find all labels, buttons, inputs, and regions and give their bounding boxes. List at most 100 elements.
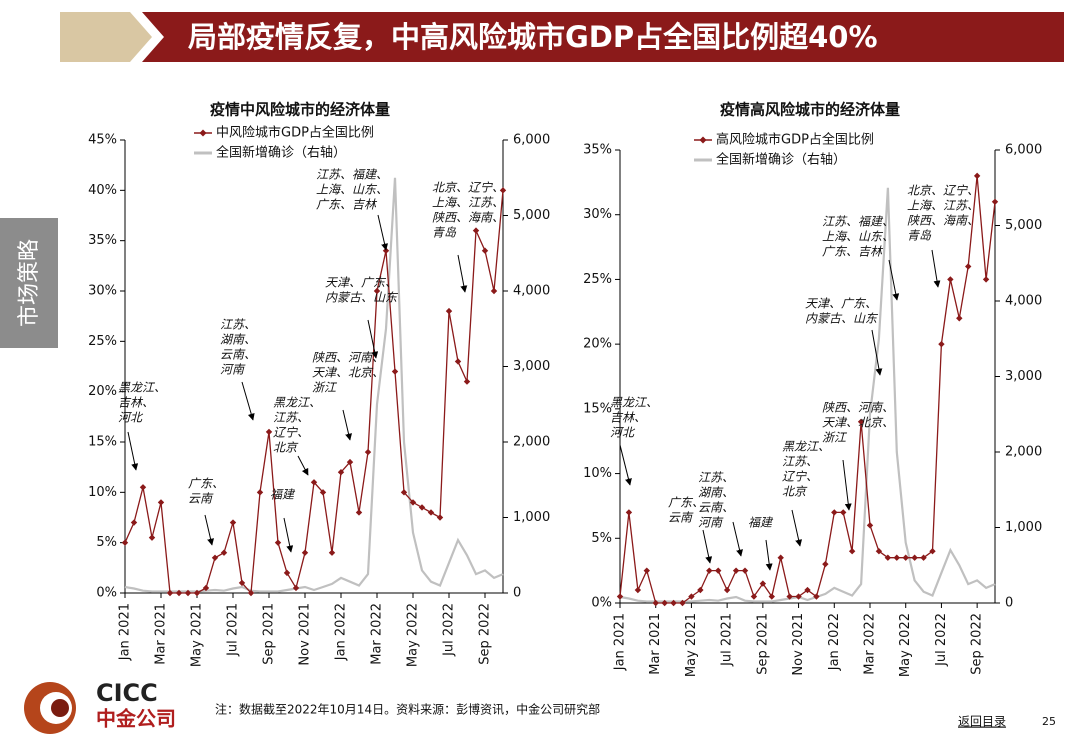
data-point — [688, 593, 695, 600]
data-point — [661, 599, 668, 607]
annotation-text: 陕西、海南、 — [907, 214, 979, 228]
data-point — [813, 593, 820, 600]
data-point — [741, 567, 749, 574]
back-link[interactable]: 返回目录 — [958, 715, 1006, 729]
y2-tick-label: 3,000 — [1005, 369, 1042, 384]
annotation-text: 广东、吉林 — [316, 198, 378, 212]
x-tick-label: Jan 2021 — [613, 613, 628, 671]
x-tick-label: Jul 2022 — [934, 613, 949, 667]
data-point — [893, 554, 900, 561]
data-point — [973, 172, 981, 180]
data-point — [256, 489, 264, 496]
y-tick-label: 0% — [96, 586, 117, 601]
y-tick-label: 10% — [583, 466, 612, 481]
data-point — [947, 276, 954, 283]
annotation-text: 陕西、河南、 — [312, 351, 384, 365]
data-point — [715, 567, 722, 574]
data-point — [175, 589, 183, 597]
annotation-text: 北京、辽宁、 — [432, 181, 504, 195]
data-point — [759, 580, 767, 587]
annotation-text: 北京 — [273, 441, 299, 455]
annotation-text: 黑龙江、 — [610, 396, 658, 410]
data-point — [857, 418, 865, 425]
data-point — [499, 187, 507, 194]
data-point — [481, 247, 489, 254]
x-tick-label: Mar 2022 — [370, 603, 385, 665]
annotation-arrow — [241, 381, 255, 421]
data-point — [139, 484, 147, 491]
data-point — [166, 589, 174, 597]
data-point — [364, 448, 372, 456]
data-point — [418, 504, 426, 511]
annotation-text: 陕西、河南、 — [822, 401, 894, 415]
data-point — [723, 586, 731, 594]
y2-tick-label: 0 — [1005, 596, 1013, 611]
annotation-text: 黑龙江、 — [782, 440, 830, 454]
data-point — [202, 584, 210, 592]
chart-title: 疫情中风险城市的经济体量 — [210, 101, 390, 119]
y-tick-label: 25% — [583, 272, 612, 287]
data-point — [634, 586, 642, 594]
data-point — [229, 519, 237, 526]
x-tick-label: May 2021 — [190, 603, 205, 667]
y-tick-label: 35% — [583, 143, 612, 158]
x-tick-label: Mar 2021 — [154, 603, 169, 665]
data-point — [436, 514, 444, 521]
data-point — [920, 554, 927, 561]
legend-label: 中风险城市GDP占全国比例 — [216, 125, 374, 141]
data-point — [750, 593, 758, 600]
annotation-text: 浙江 — [312, 381, 338, 395]
data-point — [355, 509, 363, 516]
annotation-text: 江苏、福建、 — [822, 215, 894, 229]
legend-label: 全国新增确诊（右轴） — [716, 152, 846, 168]
legend-marker — [699, 136, 707, 144]
annotation-arrow — [732, 521, 743, 557]
data-point — [211, 554, 219, 561]
y2-tick-label: 5,000 — [513, 208, 550, 223]
data-point — [400, 489, 408, 496]
data-point — [409, 499, 417, 506]
data-point — [795, 593, 802, 600]
x-tick-label: Jan 2022 — [827, 613, 842, 671]
data-point — [247, 589, 255, 597]
annotation-text: 黑龙江、 — [273, 396, 321, 410]
data-point — [625, 509, 633, 516]
annotation-text: 河北 — [610, 426, 636, 440]
y-tick-label: 30% — [583, 207, 612, 222]
x-tick-label: Jan 2022 — [334, 603, 349, 661]
data-point — [732, 567, 740, 574]
x-tick-label: Jan 2021 — [118, 603, 133, 661]
y2-tick-label: 4,000 — [513, 284, 550, 299]
logo-zh: 中金公司 — [96, 707, 176, 731]
y2-tick-label: 2,000 — [513, 435, 550, 450]
y2-tick-label: 6,000 — [513, 133, 550, 148]
slide-title: 局部疫情反复，中高风险城市GDP占全国比例超40% — [188, 20, 878, 54]
annotation-text: 天津、北京、 — [822, 416, 894, 430]
y2-tick-label: 0 — [513, 586, 521, 601]
data-point — [238, 579, 246, 587]
legend-label: 全国新增确诊（右轴） — [216, 145, 346, 161]
data-point — [310, 479, 318, 486]
data-point — [706, 567, 713, 574]
data-point — [911, 554, 918, 561]
annotation-text: 江苏、 — [273, 411, 309, 425]
y2-tick-label: 2,000 — [1005, 445, 1042, 460]
annotation-text: 湖南、 — [698, 486, 734, 500]
y2-tick-label: 1,000 — [513, 510, 550, 525]
x-tick-label: Nov 2021 — [791, 613, 806, 676]
annotation-text: 云南、 — [220, 348, 256, 362]
x-tick-label: Jul 2021 — [720, 613, 735, 667]
x-tick-label: Sep 2022 — [478, 603, 493, 665]
series-line — [619, 175, 996, 604]
data-point — [157, 499, 165, 506]
page-number: 25 — [1042, 715, 1056, 728]
data-point — [328, 549, 336, 556]
data-point — [982, 276, 990, 283]
annotation-text: 内蒙古、山东 — [325, 291, 399, 305]
annotation-text: 广东、 — [188, 477, 224, 491]
data-point — [786, 593, 793, 600]
y-tick-label: 30% — [88, 284, 117, 299]
annotation-text: 云南、 — [698, 501, 734, 515]
y-tick-label: 20% — [583, 337, 612, 352]
data-point — [670, 599, 677, 607]
